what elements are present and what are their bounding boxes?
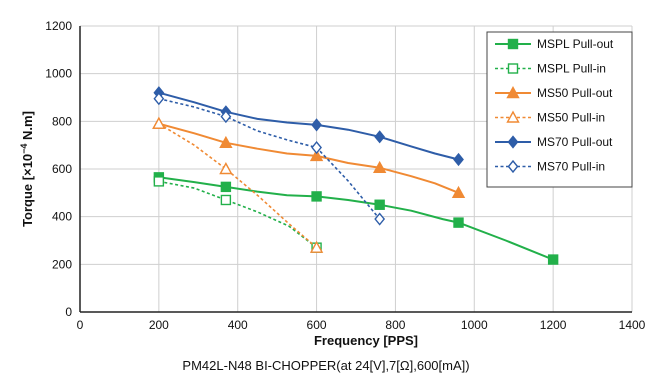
- series-5: [153, 92, 386, 226]
- x-tick-label: 400: [228, 318, 248, 332]
- data-point-marker: [220, 181, 232, 193]
- series-line: [158, 123, 318, 249]
- data-point-marker: [453, 152, 464, 167]
- legend-label: MS50 Pull-in: [537, 111, 605, 125]
- series-2: [152, 116, 466, 199]
- legend-item: MS70 Pull-in: [495, 160, 605, 174]
- series-line: [158, 91, 459, 161]
- y-axis-label-exponent: −4: [19, 144, 29, 154]
- x-axis-label: Frequency [PPS]: [314, 333, 418, 348]
- axes: 0 200 400 600 800 1000 1200 1400 0 200 400 600 800 10…: [45, 19, 645, 332]
- x-tick-label: 1200: [540, 318, 567, 332]
- data-point-marker: [311, 140, 322, 155]
- chart-caption: PM42L-N48 BI-CHOPPER(at 24[V],7[Ω],600[m…: [182, 358, 469, 373]
- legend-label: MS70 Pull-out: [537, 135, 613, 149]
- y-axis-label-main: Torque [×10: [20, 154, 35, 227]
- data-point-marker: [374, 212, 386, 226]
- x-tick-label: 0: [77, 318, 84, 332]
- legend-marker: [506, 110, 520, 123]
- data-point-marker: [451, 185, 466, 199]
- legend: MSPL Pull-out MSPL Pull-in MS50 Pull-out MS…: [486, 31, 633, 188]
- series-3: [152, 116, 324, 253]
- legend-label: MSPL Pull-out: [537, 37, 614, 51]
- data-point-marker: [309, 240, 324, 253]
- y-axis-label-unit: N.m]: [20, 111, 35, 144]
- data-point-marker: [374, 199, 385, 210]
- y-tick-label: 600: [52, 162, 72, 176]
- x-tick-label: 800: [385, 318, 405, 332]
- series-line: [158, 97, 381, 220]
- data-point-marker: [153, 176, 165, 187]
- y-tick-label: 0: [65, 305, 72, 319]
- legend-label: MS50 Pull-out: [537, 86, 613, 100]
- series-4: [153, 86, 464, 167]
- legend-marker: [507, 159, 519, 174]
- data-point-marker: [220, 109, 232, 124]
- legend-item: MS50 Pull-out: [495, 86, 613, 100]
- data-point-marker: [152, 116, 166, 129]
- series-line: [158, 122, 459, 194]
- y-tick-label: 400: [52, 210, 72, 224]
- y-tick-label: 1200: [45, 19, 72, 33]
- y-tick-label: 800: [52, 114, 72, 128]
- y-axis-label: Torque [×10−4 N.m]: [19, 111, 35, 227]
- legend-label: MSPL Pull-in: [537, 62, 606, 76]
- y-tick-label: 1000: [45, 67, 72, 81]
- x-tick-label: 1400: [619, 318, 646, 332]
- x-tick-label: 600: [307, 318, 327, 332]
- legend-marker: [507, 135, 519, 149]
- data-point-marker: [309, 148, 324, 162]
- series-layer: [152, 86, 559, 265]
- series-line: [158, 176, 554, 261]
- legend-marker: [507, 38, 519, 50]
- data-point-marker: [219, 135, 233, 148]
- legend-item: MS50 Pull-in: [495, 111, 605, 125]
- data-point-marker: [219, 162, 233, 175]
- data-point-marker: [374, 130, 386, 144]
- y-tick-label: 200: [52, 257, 72, 271]
- series-line: [158, 180, 318, 249]
- x-tick-label: 200: [149, 318, 169, 332]
- legend-marker: [506, 86, 520, 99]
- data-point-marker: [220, 194, 232, 206]
- data-point-marker: [311, 118, 322, 132]
- x-tick-label: 1000: [461, 318, 488, 332]
- legend-item: MSPL Pull-in: [495, 62, 606, 76]
- legend-item: MSPL Pull-out: [495, 37, 614, 51]
- data-point-marker: [311, 191, 322, 202]
- legend-item: MS70 Pull-out: [495, 135, 613, 149]
- legend-label: MS70 Pull-in: [537, 160, 605, 174]
- legend-marker: [507, 63, 519, 74]
- data-point-marker: [153, 92, 165, 106]
- legend-box: [486, 31, 633, 188]
- data-point-marker: [547, 254, 559, 265]
- data-point-marker: [453, 217, 464, 228]
- data-point-marker: [372, 160, 387, 174]
